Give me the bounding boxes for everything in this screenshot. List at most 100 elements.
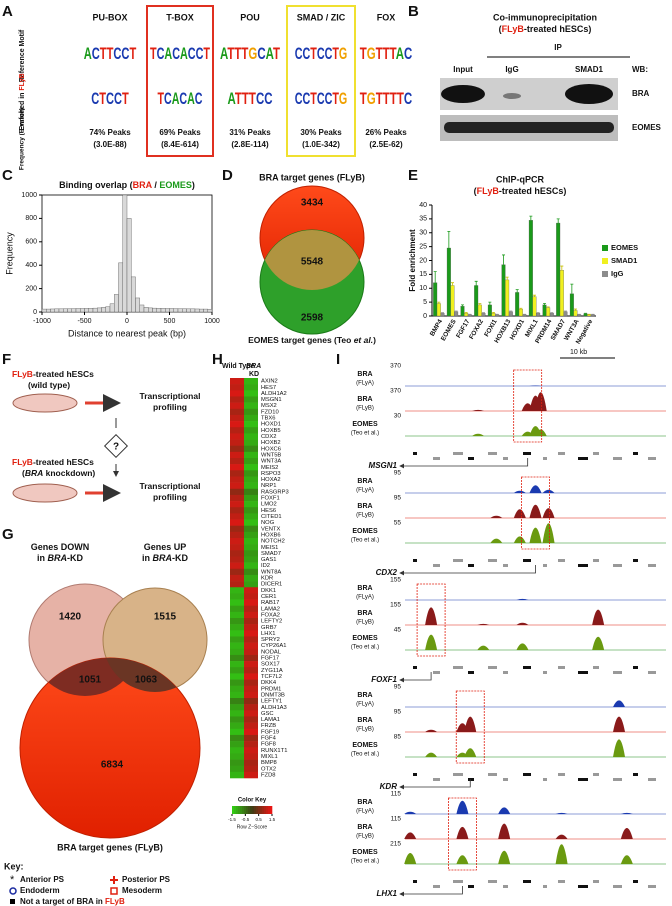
venn-label-part: et al. [354, 335, 373, 345]
gene-label: ID2 [261, 563, 270, 569]
y-tick-label: 800 [25, 215, 37, 222]
motif-letter: T [100, 44, 107, 63]
gene-model [453, 452, 463, 455]
venn-label-part: Genes UP [144, 542, 187, 552]
heatmap-cell [230, 691, 244, 699]
panel-label: H [212, 351, 223, 368]
gene-model [578, 885, 588, 888]
key-entry: Mesoderm [122, 886, 162, 895]
heatmap-cell [230, 384, 244, 391]
color-key-swatch [262, 806, 265, 814]
peak [555, 844, 568, 864]
chart-subtitle-part: ( [474, 186, 477, 196]
heatmap-cell [244, 741, 258, 748]
highlight-box [416, 583, 446, 657]
band [565, 84, 613, 104]
heatmap-cell [230, 673, 244, 680]
heatmap-cell [230, 556, 244, 563]
legend-label: SMAD1 [611, 256, 637, 265]
bar [559, 270, 564, 317]
bar [528, 220, 533, 317]
histogram-bar [173, 308, 179, 313]
gene-label: MSX2 [261, 403, 277, 409]
histogram-bar [80, 308, 85, 313]
gene-model [413, 559, 417, 562]
venn-label-part: EOMES target genes (Teo [248, 335, 354, 345]
dish [12, 483, 78, 503]
gene-label: FOXA2 [261, 612, 280, 618]
gene-model [633, 666, 638, 669]
peak [425, 634, 438, 650]
gene-model [613, 885, 622, 888]
motif-letter: T [332, 44, 339, 63]
color-key-swatch [256, 806, 259, 814]
error-bar [437, 301, 441, 304]
heatmap-cell [230, 445, 244, 453]
venn-count: 3434 [301, 198, 324, 209]
gene-label: NODAL [261, 649, 282, 655]
peak [490, 538, 503, 543]
color-key-swatch [246, 806, 249, 814]
color-key-swatch [244, 806, 247, 814]
chart-title: Binding overlap (BRA / EOMES) [59, 180, 195, 190]
heatmap-cell [244, 550, 258, 557]
gene-model [453, 773, 463, 776]
venn-count: 5548 [301, 257, 324, 268]
histogram-bar [148, 307, 153, 313]
evalue: (2.8E-114) [231, 140, 269, 149]
motif-letter: T [107, 44, 114, 63]
heatmap-cell [244, 679, 258, 686]
track-label: BRA [357, 396, 372, 403]
y-tick-label: 600 [25, 239, 37, 246]
histogram-bar [194, 308, 200, 313]
gene-label: CITED1 [261, 514, 282, 520]
gene-label: HOXB5 [261, 428, 281, 434]
y-tick-label: 1000 [21, 192, 37, 199]
band [503, 93, 521, 99]
venn-label: EOMES target genes (Teo et al.) [248, 335, 376, 345]
bar [440, 313, 445, 317]
gene-model [558, 559, 565, 562]
track-label: BRA [357, 585, 372, 592]
peak [534, 429, 547, 436]
track-label: BRA [357, 478, 372, 485]
histogram-bar [54, 308, 60, 313]
heatmap-cell [244, 618, 258, 625]
gene-label: FGF19 [261, 729, 279, 735]
heatmap-cell [230, 458, 244, 465]
scheme-label-part: FLyB [12, 457, 33, 467]
error-bar [584, 312, 588, 314]
color-key-tick-label: 1.5 [269, 817, 276, 822]
heatmap-cell [244, 427, 258, 434]
heatmap-cell [244, 587, 258, 594]
peak [404, 811, 417, 814]
column-header: BRA KD [246, 363, 261, 378]
gene-model [523, 666, 531, 669]
gene-label: SOX17 [261, 662, 280, 668]
motif-letter: T [241, 44, 248, 63]
venn-label-part: -KD [67, 553, 83, 563]
bar [505, 279, 510, 317]
venn-label-part: BRA [153, 553, 173, 563]
gene-model [578, 457, 588, 460]
heatmap-cell [230, 531, 244, 539]
heatmap-cell [230, 562, 244, 570]
motif-letter: T [310, 89, 317, 108]
motif-letter: G [367, 44, 376, 63]
error-bar [574, 308, 577, 311]
venn-label: BRA target genes (FLyB) [57, 842, 163, 852]
motif-letter: C [164, 89, 172, 108]
heatmap-cell [230, 544, 244, 551]
gene-model [613, 564, 622, 567]
peak [542, 508, 555, 518]
heatmap-cell [230, 734, 244, 742]
track-label: BRA [357, 824, 372, 831]
heatmap-cell [244, 525, 258, 533]
peak [620, 855, 633, 864]
heatmap-cell [230, 648, 244, 656]
bar [542, 304, 547, 317]
venn-label-part: in [37, 553, 48, 563]
gene-pointer [399, 672, 432, 683]
bar [487, 304, 492, 317]
histogram-bar [156, 308, 162, 313]
